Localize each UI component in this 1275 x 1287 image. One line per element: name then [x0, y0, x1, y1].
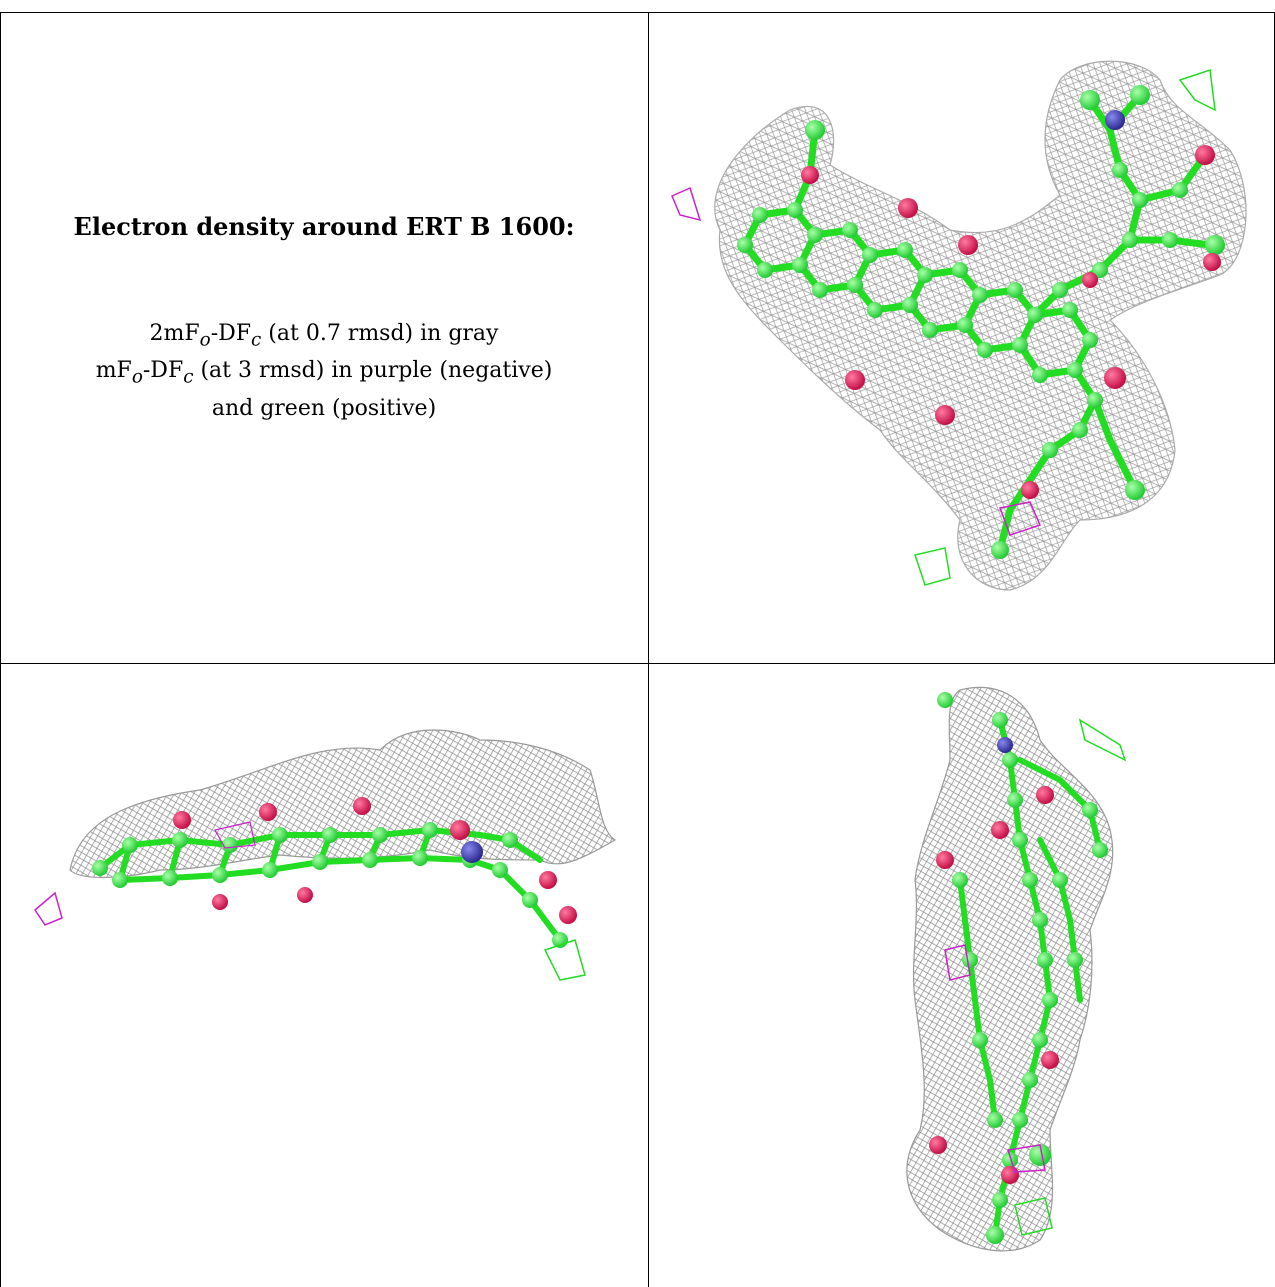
density-positive-mesh — [543, 939, 586, 981]
view-top-right — [671, 60, 1247, 591]
caption-line-colors: and green (positive) — [211, 395, 437, 421]
caption-cell: Electron density around ERT B 1600: 2mFo… — [0, 0, 648, 663]
ligand-atoms — [929, 692, 1108, 1244]
density-mesh-2fofc — [714, 60, 1247, 591]
view-bottom-left — [34, 729, 617, 981]
table-center-border — [648, 12, 649, 1287]
caption-line-2fofc: 2mFo-DFc (at 0.7 rmsd) in gray — [149, 321, 499, 351]
density-positive-mesh-2 — [1014, 1197, 1053, 1236]
table-left-border — [0, 12, 1, 1287]
density-mesh-2fofc — [906, 686, 1114, 1252]
density-negative-mesh — [671, 186, 702, 222]
table-middle-border — [0, 663, 1275, 664]
view-bottom-right — [906, 686, 1127, 1252]
density-negative-mesh-2 — [998, 501, 1042, 536]
density-positive-mesh-2 — [914, 547, 951, 586]
ligand-atoms — [92, 797, 577, 948]
caption-legend: 2mFo-DFc (at 0.7 rmsd) in gray mFo-DFc (… — [0, 318, 648, 424]
density-positive-mesh — [1178, 68, 1216, 112]
density-negative-mesh — [34, 891, 63, 926]
density-positive-mesh — [1078, 718, 1127, 762]
ligand-atoms — [737, 85, 1225, 559]
density-negative-mesh-2 — [1007, 1144, 1046, 1173]
caption-title: Electron density around ERT B 1600: — [73, 212, 575, 241]
caption-line-fofc: mFo-DFc (at 3 rmsd) in purple (negative) — [95, 358, 553, 388]
density-negative-mesh — [944, 944, 971, 981]
table-top-border — [0, 12, 1275, 13]
density-negative-mesh-2 — [214, 821, 256, 849]
